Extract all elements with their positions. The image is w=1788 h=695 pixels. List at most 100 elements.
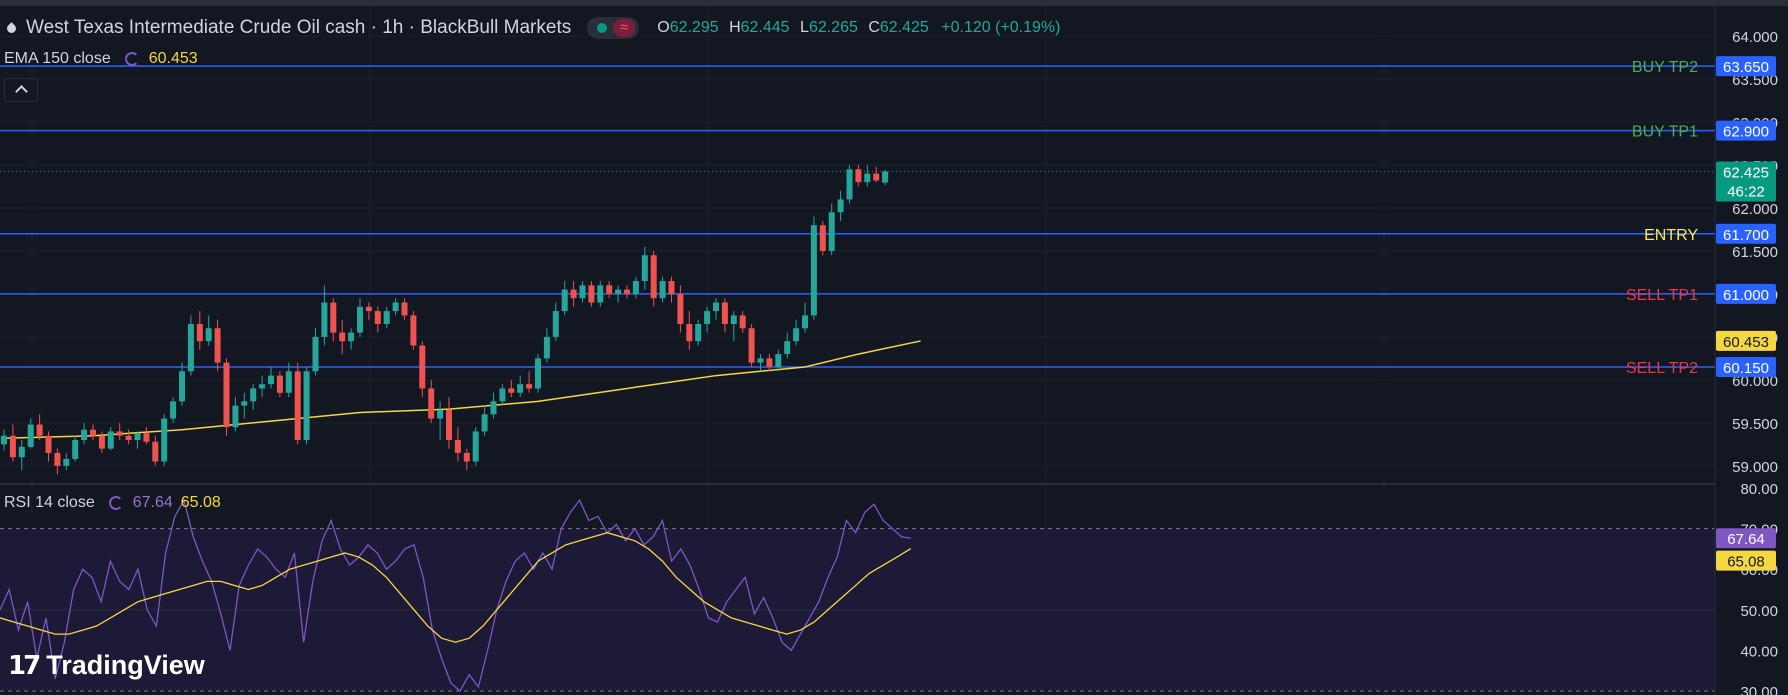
candle-body bbox=[152, 441, 159, 462]
rsi-ma-value: 65.08 bbox=[180, 494, 221, 511]
candle-body bbox=[161, 418, 168, 462]
candle-body bbox=[259, 384, 266, 389]
candle-body bbox=[116, 431, 123, 436]
candles bbox=[1, 165, 889, 475]
rsi-ma-label: 65.08 bbox=[1727, 554, 1765, 571]
ohlc-values: O62.295 H62.445 L62.265 C62.425 +0.120 (… bbox=[651, 19, 1060, 37]
ohlc-close-value: 62.425 bbox=[879, 19, 929, 36]
candle-body bbox=[1, 435, 7, 445]
ohlc-open-value: 62.295 bbox=[669, 19, 719, 36]
candle-body bbox=[695, 324, 702, 342]
candle-body bbox=[472, 431, 479, 462]
candle-body bbox=[463, 452, 470, 462]
candle-body bbox=[535, 358, 541, 389]
candle-body bbox=[615, 289, 622, 294]
axis-labels: 63.650 62.900 61.700 61.000 60.150 60.453 62.4… bbox=[1716, 56, 1776, 571]
candle-body bbox=[81, 429, 88, 441]
rsi-value-label: 67.64 bbox=[1727, 531, 1765, 548]
candle-body bbox=[410, 315, 417, 346]
ema-legend[interactable]: EMA 150 close 60.453 bbox=[4, 50, 198, 68]
level-price-tag bbox=[1716, 56, 1776, 77]
candle-body bbox=[285, 371, 292, 393]
candle-body bbox=[650, 255, 657, 299]
candle-body bbox=[828, 212, 835, 251]
candle-body bbox=[721, 302, 728, 324]
market-status[interactable]: ≈ bbox=[587, 17, 640, 39]
candle-body bbox=[294, 371, 301, 441]
price-tick-label: 63.500 bbox=[1732, 72, 1778, 89]
candle-body bbox=[454, 440, 461, 453]
candle-body bbox=[624, 289, 630, 294]
candle-body bbox=[214, 328, 221, 363]
candle-body bbox=[365, 306, 372, 312]
candle-body bbox=[704, 311, 711, 324]
ema-price-tag bbox=[1716, 330, 1776, 351]
candle-body bbox=[561, 289, 568, 312]
candle-body bbox=[392, 302, 399, 312]
candle-body bbox=[632, 281, 639, 294]
candle-body bbox=[855, 169, 862, 183]
level-name: SELL TP1 bbox=[1626, 287, 1698, 304]
rsi-tick-label: 50.00 bbox=[1740, 603, 1778, 620]
candle-body bbox=[348, 332, 355, 342]
price-tick-label: 59.000 bbox=[1732, 459, 1778, 476]
market-open-dot-icon bbox=[597, 23, 608, 33]
level-price-tag bbox=[1716, 223, 1776, 244]
rsi-pane bbox=[0, 498, 1715, 692]
candle-body bbox=[543, 336, 550, 359]
level-price-label: 61.700 bbox=[1723, 227, 1769, 244]
price-tick-label: 59.500 bbox=[1732, 416, 1778, 433]
price-tick-label: 64.000 bbox=[1732, 29, 1778, 46]
candle-body bbox=[90, 429, 96, 436]
symbol-title[interactable]: West Texas Intermediate Crude Oil cash ·… bbox=[26, 17, 572, 38]
level-price-label: 61.000 bbox=[1723, 287, 1769, 304]
candle-body bbox=[321, 302, 328, 337]
refresh-icon[interactable] bbox=[108, 496, 123, 510]
candle-body bbox=[517, 384, 524, 393]
candle-body bbox=[357, 306, 363, 333]
candle-body bbox=[882, 171, 889, 183]
candle-body bbox=[508, 388, 515, 393]
candle-body bbox=[401, 302, 408, 316]
rsi-tick-label: 40.00 bbox=[1740, 643, 1778, 660]
symbol-legend[interactable]: West Texas Intermediate Crude Oil cash ·… bbox=[6, 16, 1060, 40]
candle-body bbox=[339, 332, 346, 342]
candle-body bbox=[36, 424, 43, 436]
refresh-icon[interactable] bbox=[124, 52, 139, 66]
oil-drop-icon bbox=[6, 22, 16, 35]
rsi-tick-label: 30.00 bbox=[1740, 684, 1778, 695]
candle-body bbox=[18, 446, 25, 458]
candle-body bbox=[837, 199, 844, 213]
tradingview-logo[interactable]: 17 TradingView bbox=[8, 650, 205, 681]
candle-body bbox=[802, 315, 808, 329]
candle-body bbox=[570, 289, 577, 299]
collapse-legend-button[interactable] bbox=[4, 78, 38, 102]
candle-body bbox=[579, 285, 586, 299]
last-price-tag bbox=[1716, 161, 1776, 202]
candle-body bbox=[499, 388, 506, 402]
countdown-label: 46:22 bbox=[1727, 183, 1765, 200]
candle-body bbox=[205, 328, 212, 342]
candle-body bbox=[54, 452, 61, 466]
candle-body bbox=[134, 433, 141, 441]
candle-body bbox=[819, 225, 826, 251]
ema-price-label: 60.453 bbox=[1723, 334, 1769, 351]
rsi-legend[interactable]: RSI 14 close 67.64 65.08 bbox=[4, 494, 221, 512]
rsi-ma-line bbox=[0, 532, 912, 643]
candle-body bbox=[143, 433, 150, 442]
candle-body bbox=[312, 336, 319, 372]
candle-body bbox=[864, 173, 871, 183]
level-name: SELL TP2 bbox=[1626, 360, 1698, 377]
candle-body bbox=[446, 409, 452, 441]
candle-body bbox=[588, 285, 595, 303]
candle-body bbox=[107, 431, 114, 449]
candle-body bbox=[659, 281, 666, 299]
candle-body bbox=[552, 311, 559, 337]
candle-body bbox=[179, 371, 185, 402]
candle-body bbox=[419, 345, 426, 389]
candle-body bbox=[739, 315, 746, 329]
candle-body bbox=[428, 388, 435, 419]
candle-body bbox=[748, 328, 755, 363]
candle-body bbox=[276, 375, 283, 393]
